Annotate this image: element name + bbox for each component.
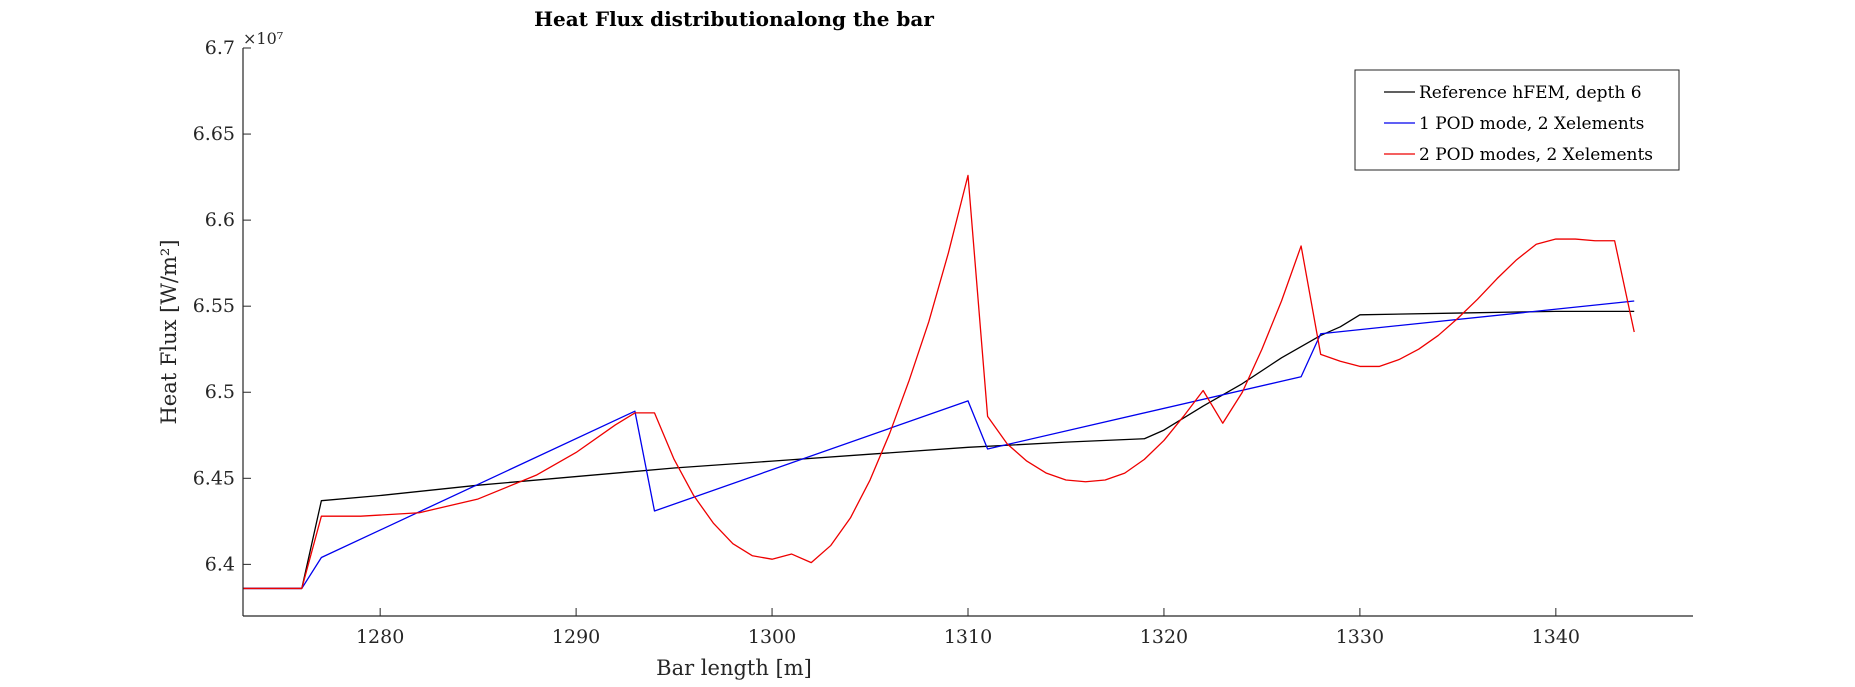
legend-label-3: 2 POD modes, 2 Xelements: [1419, 145, 1653, 165]
y-tick-label: 6.65: [193, 123, 235, 145]
x-tick-label: 1330: [1336, 626, 1384, 648]
y-tick-label: 6.7: [205, 37, 235, 59]
x-tick-label: 1300: [748, 626, 796, 648]
series-line-1: [243, 310, 1635, 590]
x-ticks: 1280 1290 1300 1310 1320 1330 1340: [356, 608, 1580, 648]
x-axis-label: Bar length [m]: [656, 656, 812, 680]
chart-title: Heat Flux distributionalong the bar: [534, 7, 934, 31]
series-line-2: [243, 300, 1635, 590]
x-tick-label: 1290: [552, 626, 600, 648]
y-axis-label: Heat Flux [W/m²]: [157, 239, 181, 424]
legend: Reference hFEM, depth 6 1 POD mode, 2 Xel…: [1354, 69, 1680, 171]
y-tick-label: 6.4: [205, 553, 235, 575]
x-tick-label: 1280: [356, 626, 404, 648]
legend-label-2: 1 POD mode, 2 Xelements: [1419, 114, 1644, 134]
x-tick-label: 1320: [1140, 626, 1188, 648]
series-line-3: [243, 174, 1635, 590]
x-tick-label: 1340: [1532, 626, 1580, 648]
series-layer: [243, 174, 1635, 590]
y-tick-label: 6.45: [193, 467, 235, 489]
legend-box: [1354, 69, 1680, 171]
x-tick-label: 1310: [944, 626, 992, 648]
y-tick-label: 6.5: [205, 381, 235, 403]
y-tick-label: 6.6: [205, 209, 235, 231]
y-multiplier-label: ×10⁷: [243, 29, 283, 48]
y-tick-label: 6.55: [193, 295, 235, 317]
legend-label-1: Reference hFEM, depth 6: [1419, 83, 1642, 103]
y-ticks: 6.4 6.45 6.5 6.55 6.6 6.65 6.7: [193, 37, 251, 575]
